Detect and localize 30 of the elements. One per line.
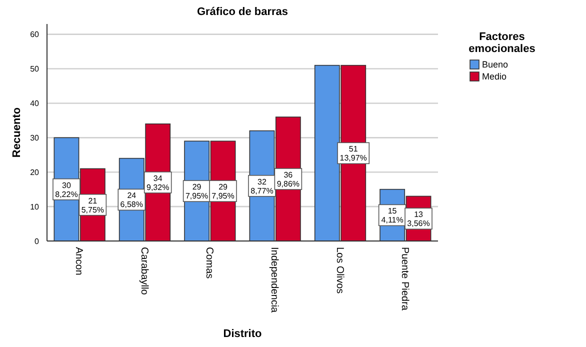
- x-tick-label: Comas: [203, 247, 214, 279]
- data-label: 21 5,75%: [81, 196, 104, 214]
- y-tick-label: 40: [30, 99, 40, 108]
- x-tick-label: Ancon: [73, 247, 84, 276]
- data-label: 51 13,97%: [340, 144, 367, 163]
- y-tick-label: 60: [30, 30, 40, 40]
- y-tick-label: 10: [30, 202, 40, 212]
- x-axis-title: Distrito: [223, 328, 262, 340]
- legend-label: Bueno: [482, 60, 508, 70]
- y-axis-title: Recuento: [11, 107, 23, 158]
- data-label: 29 7,95%: [185, 182, 208, 201]
- data-label: 32 8,77%: [250, 177, 274, 196]
- legend-label: Medio: [482, 72, 507, 82]
- y-tick-label: 0: [34, 236, 40, 246]
- data-label: 13 3,56%: [407, 210, 430, 228]
- x-tick-label: Carabayllo: [138, 247, 150, 296]
- x-tick-label: Puente Piedra: [398, 247, 410, 311]
- data-label: 15 4,11%: [381, 206, 404, 225]
- x-tick-label: Independencia: [268, 247, 280, 314]
- y-tick-label: 50: [30, 64, 40, 74]
- y-tick-label: 30: [30, 133, 40, 142]
- data-label: 29 7,95%: [212, 182, 234, 201]
- data-label: 36 9,86%: [276, 170, 300, 188]
- data-label: 30 8,22%: [55, 180, 78, 199]
- y-tick-label: 20: [30, 168, 40, 177]
- chart-title: Gráfico de barras: [196, 6, 288, 18]
- legend-title: Factores emocionales: [468, 31, 536, 55]
- x-tick-label: Los Olivos: [334, 247, 345, 294]
- data-label: 24 6,58%: [120, 191, 143, 210]
- data-label: 34 9,32%: [146, 174, 170, 192]
